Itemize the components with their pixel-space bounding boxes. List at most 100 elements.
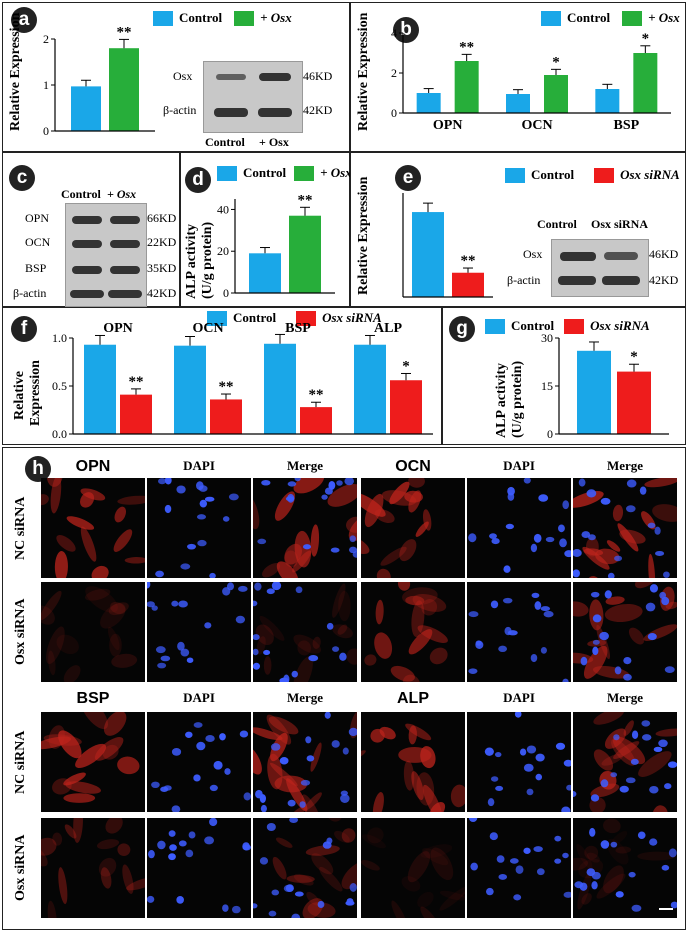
chart-g-ylabel2: (U/g protein) (510, 361, 525, 438)
legend-control: Control (511, 318, 555, 333)
legend-swatch-control (541, 10, 561, 26)
stain-image (41, 478, 145, 578)
column-title: DAPI (503, 458, 535, 473)
f-category-label: OCN (192, 321, 223, 336)
legend-swatch-sirna (296, 310, 317, 326)
legend-control: Control (233, 310, 277, 325)
merge-image (253, 818, 357, 918)
d-ytick-label: 0 (223, 286, 229, 300)
blot-c-size-3: 42KD (147, 286, 177, 300)
stain-image (41, 582, 145, 682)
b-ytick-label: 0 (391, 106, 397, 120)
chart-f: Relative Expression 0.0 0.5 1.0 ** OPN ** OCN *… (12, 321, 433, 441)
f-bar (120, 394, 152, 434)
f-bar (264, 343, 296, 434)
panel-d-legend: Control + Osx (217, 165, 352, 181)
panel-e: e Control Osx siRNA Relative Expression … (350, 152, 686, 307)
blot-a-size-actin: 42KD (303, 103, 333, 117)
f-bar (84, 344, 116, 434)
column-title: BSP (76, 690, 110, 707)
column-title: DAPI (183, 458, 215, 473)
legend-swatch-control (485, 318, 505, 334)
merge-image (253, 712, 357, 812)
column-title: OPN (75, 458, 111, 475)
panel-e-legend: Control Osx siRNA (505, 167, 680, 183)
f-ytick-label: 0.0 (52, 427, 67, 441)
panel-g-legend: Control Osx siRNA (485, 318, 650, 334)
a-bar (71, 86, 101, 131)
d-bar (289, 215, 321, 293)
blot-c-size-2: 35KD (147, 261, 177, 275)
dapi-image (467, 582, 571, 682)
f-bar (210, 399, 242, 434)
g-bar (577, 350, 611, 434)
column-title: OCN (395, 458, 431, 475)
panel-h: h OPN DAPI Merge OCN DAPI Merge BSP DAPI Merge AL… (2, 447, 686, 930)
chart-b: Relative Expression 0 2 4 ** OPN * OCN * BSP (356, 12, 671, 133)
chart-a-ylabel: Relative Expression (8, 12, 23, 131)
panel-a-legend: Control + Osx (153, 10, 292, 26)
b-significance: * (552, 54, 560, 70)
merge-image (573, 818, 677, 918)
merge-image (253, 582, 357, 682)
column-title: Merge (286, 458, 324, 473)
g-ytick-label: 0 (547, 427, 553, 441)
blot-a-row-actin: β-actin (163, 103, 197, 117)
f-category-label: ALP (374, 321, 402, 336)
g-ytick-label: 30 (541, 331, 553, 345)
legend-control: Control (531, 167, 575, 182)
dapi-image (147, 712, 251, 812)
e-significance: ** (461, 253, 476, 269)
f-category-label: BSP (285, 321, 311, 336)
merge-image (573, 712, 677, 812)
panel-c: c Control + Osx OPN OCN BSP β-actin 66KD… (2, 152, 180, 307)
b-significance: ** (459, 39, 474, 55)
legend-osx: + Osx (320, 165, 352, 180)
osx-blot-a (203, 61, 303, 133)
column-title: DAPI (183, 690, 215, 705)
b-bar (454, 61, 479, 113)
e-bar (452, 272, 484, 297)
scale-bar (659, 908, 673, 910)
blot-c-row-2: BSP (25, 261, 47, 275)
legend-swatch-sirna (594, 167, 615, 183)
panel-f: f Control Osx siRNA Relative Expression … (2, 307, 442, 445)
panel-d-label: d (185, 167, 211, 193)
b-ytick-label: 4 (391, 26, 397, 40)
legend-swatch-osx (294, 165, 315, 181)
blot-a-size-osx: 46KD (303, 69, 333, 83)
legend-swatch-sirna (564, 318, 585, 334)
stain-image (361, 712, 465, 812)
f-significance: ** (309, 387, 324, 403)
b-bar (506, 94, 530, 113)
legend-sirna: Osx siRNA (322, 310, 382, 325)
dapi-image (147, 478, 251, 578)
b-bar (633, 53, 658, 113)
legend-sirna: Osx siRNA (620, 167, 680, 182)
panel-f-label: f (11, 316, 37, 342)
dapi-image (147, 818, 251, 918)
dapi-image (467, 478, 571, 578)
b-category-label: BSP (613, 118, 639, 133)
chart-e-ylabel: Relative Expression (356, 176, 371, 295)
panel-g: g Control Osx siRNA ALP activity (U/g pr… (442, 307, 686, 445)
panel-b: b Control + Osx Relative Expression 0 2 4 *… (350, 2, 686, 152)
stain-image (361, 818, 465, 918)
panel-h-label: h (25, 456, 51, 482)
f-significance: ** (219, 379, 234, 395)
merge-image (573, 478, 677, 578)
blot-e-row-osx: Osx (523, 247, 543, 261)
chart-d-ylabel1: ALP activity (184, 224, 199, 299)
blot-a-lane-osx: + Osx (259, 135, 289, 149)
blot-c-size-1: 22KD (147, 235, 177, 249)
legend-swatch-control (153, 10, 173, 26)
chart-f-ylabel2: Expression (28, 360, 43, 426)
legend-osx: + Osx (648, 10, 680, 25)
panel-g-label: g (449, 316, 475, 342)
blot-c-lane-control: Control (61, 187, 101, 201)
column-title: Merge (286, 690, 324, 705)
e-bar (412, 212, 444, 297)
merge-image (253, 478, 357, 578)
panel-b-legend: Control + Osx (541, 10, 680, 26)
panel-c-label: c (9, 165, 35, 191)
